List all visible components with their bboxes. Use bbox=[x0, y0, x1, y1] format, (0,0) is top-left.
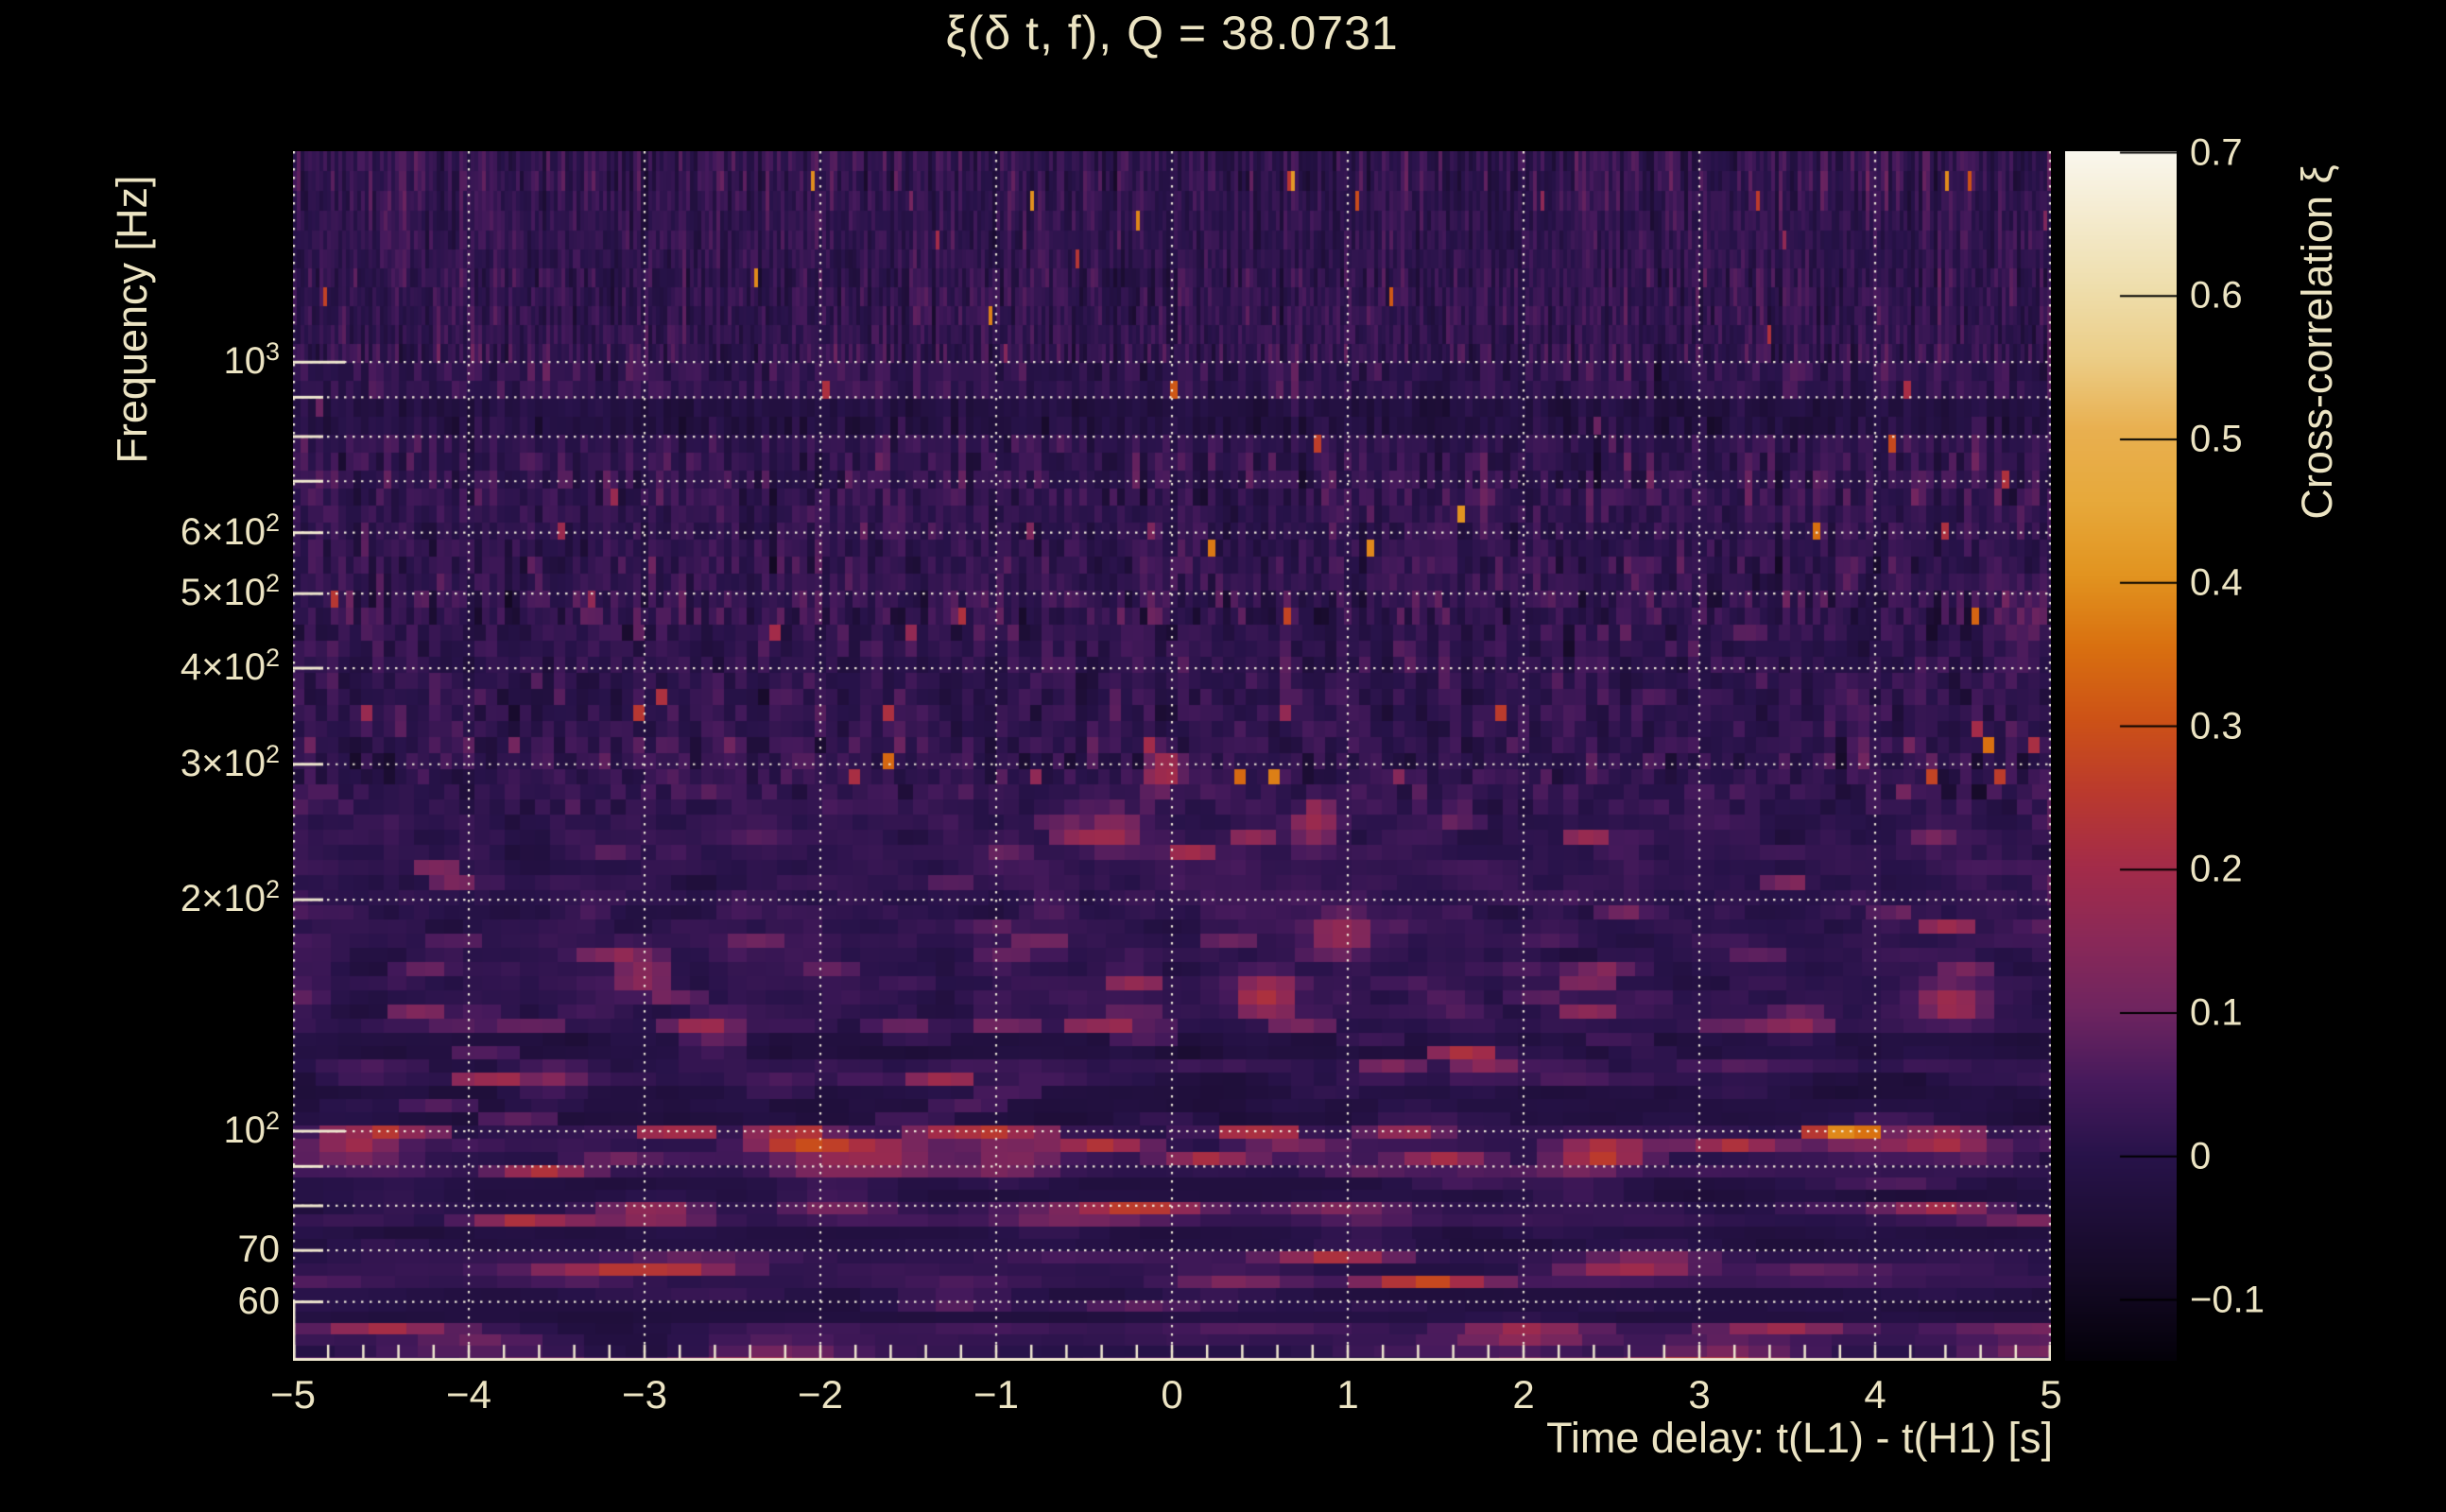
colorbar-tick-label: 0.3 bbox=[2190, 705, 2243, 747]
page-title: ξ(δ t, f), Q = 38.0731 bbox=[945, 7, 1399, 60]
colorbar-tick-label: 0.6 bbox=[2190, 274, 2243, 317]
y-tick-label: 5×102 bbox=[180, 569, 280, 614]
y-tick-label: 60 bbox=[237, 1280, 281, 1322]
colorbar-tick-label: 0.7 bbox=[2190, 131, 2243, 174]
x-tick-label: 4 bbox=[1864, 1372, 1886, 1417]
x-tick-label: −4 bbox=[446, 1372, 491, 1417]
y-tick-label: 70 bbox=[237, 1228, 281, 1271]
colorbar-tick-label: 0.5 bbox=[2190, 418, 2243, 460]
colorbar-tick-label: −0.1 bbox=[2190, 1279, 2265, 1320]
colorbar-title: Cross-correlation ξ bbox=[2293, 164, 2341, 520]
x-tick-label: −2 bbox=[798, 1372, 843, 1417]
y-axis-title: Frequency [Hz] bbox=[108, 175, 156, 464]
y-tick-label: 6×102 bbox=[180, 507, 280, 553]
colorbar bbox=[2065, 151, 2177, 1361]
x-tick-label: 1 bbox=[1336, 1372, 1359, 1417]
x-axis-title: Time delay: t(L1) - t(H1) [s] bbox=[1546, 1414, 2053, 1462]
y-tick-label: 4×102 bbox=[180, 643, 280, 689]
x-tick-label: 0 bbox=[1161, 1372, 1183, 1417]
y-tick-label: 103 bbox=[223, 337, 280, 383]
colorbar-tick-label: 0.4 bbox=[2190, 561, 2243, 604]
colorbar-tick-label: 0.2 bbox=[2190, 848, 2243, 890]
x-tick-label: −5 bbox=[270, 1372, 316, 1417]
x-tick-label: −1 bbox=[973, 1372, 1019, 1417]
x-tick-label: 3 bbox=[1688, 1372, 1711, 1417]
colorbar-tick-label: 0 bbox=[2190, 1135, 2212, 1177]
x-tick-label: −3 bbox=[622, 1372, 667, 1417]
x-tick-label: 2 bbox=[1512, 1372, 1535, 1417]
colorbar-tick-label: 0.1 bbox=[2190, 991, 2243, 1034]
heatmap-canvas bbox=[293, 151, 2051, 1361]
y-tick-label: 2×102 bbox=[180, 874, 280, 920]
y-tick-label: 3×102 bbox=[180, 739, 280, 784]
x-tick-label: 5 bbox=[2040, 1372, 2062, 1417]
y-tick-label: 102 bbox=[223, 1106, 280, 1152]
